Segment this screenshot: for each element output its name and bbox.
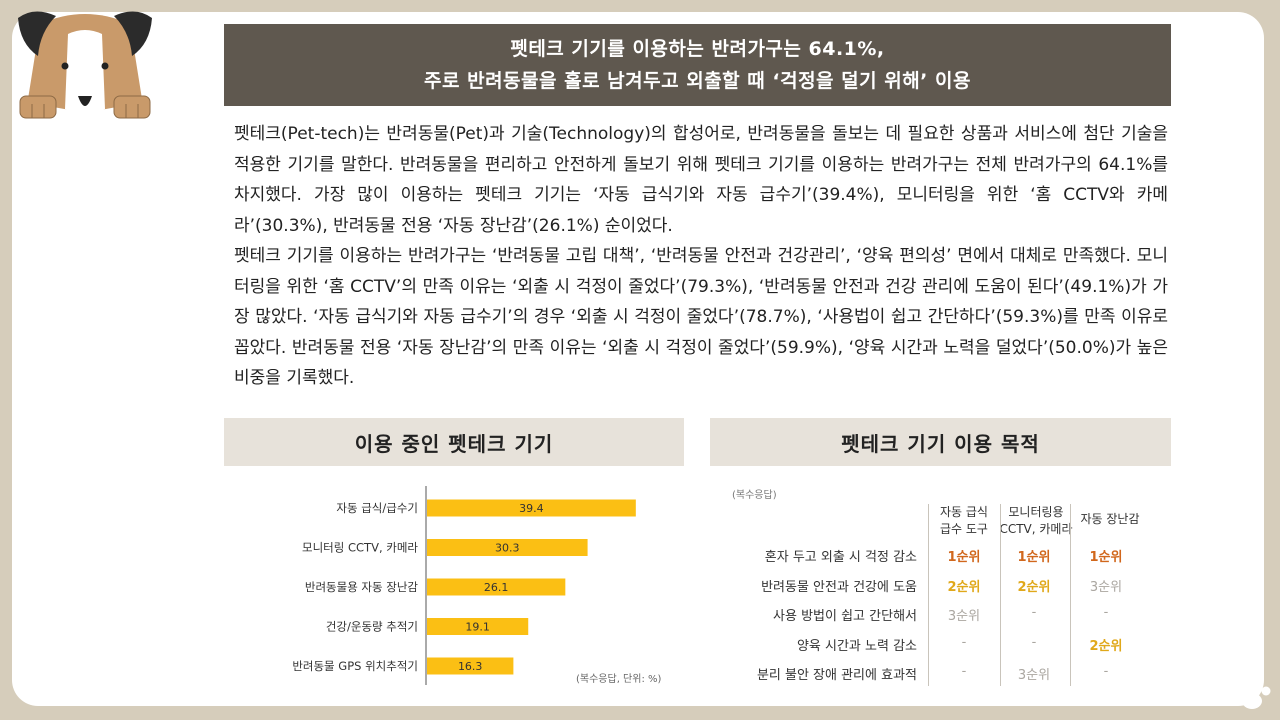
value-label: 30.3 [495, 542, 520, 555]
rank-cell: 2순위 [1017, 579, 1051, 595]
section-title-devices: 이용 중인 펫테크 기기 [224, 418, 684, 466]
rank-cell: 1순위 [1017, 550, 1051, 565]
bar [427, 578, 566, 596]
content-card [12, 12, 1264, 706]
purpose-row-label: 분리 불안 장애 관리에 효과적 [756, 668, 917, 683]
value-label: 26.1 [484, 581, 509, 594]
category-label: 반려동물 GPS 위치추적기 [292, 659, 418, 673]
rank-cell: - [1103, 664, 1109, 679]
dog-mascot-icon [18, 11, 152, 119]
paw-print-icon [1235, 676, 1271, 709]
rank-cell: 1순위 [947, 550, 981, 565]
bar-chart-svg: 자동 급식/급수기 39.4 모니터링 CCTV, 카메라 30.3 반려동물용 자동 … [292, 486, 636, 685]
col-head-feeder: 자동 급식 급수 도구 [928, 504, 1000, 538]
col-head-cctv: 모니터링용 CCTV, 카메라 [998, 504, 1074, 538]
value-label: 39.4 [519, 502, 544, 515]
rank-cell: 1순위 [1089, 550, 1123, 565]
col-head-toy-line1: 자동 장난감 [1080, 512, 1140, 526]
value-label: 19.1 [465, 621, 490, 634]
rank-cell: - [1031, 605, 1037, 620]
bar [427, 657, 514, 675]
rank-cell: 3순위 [1017, 668, 1051, 683]
purpose-row-label: 혼자 두고 외출 시 걱정 감소 [764, 550, 917, 565]
purpose-table: (복수응답) 자동 급식 급수 도구 모니터링용 CCTV, 카메라 자동 장난… [710, 478, 1171, 698]
value-label: 16.3 [458, 660, 483, 673]
paragraph-1: 펫테크(Pet-tech)는 반려동물(Pet)과 기술(Technology)… [234, 124, 1168, 236]
headline-line-1: 펫테크 기기를 이용하는 반려가구는 64.1%, [510, 38, 885, 60]
chart-note: (복수응답, 단위: %) [576, 674, 662, 685]
column-divider [928, 504, 929, 686]
rank-cell: 2순위 [947, 579, 981, 595]
column-divider [1000, 504, 1001, 686]
category-label: 건강/운동량 추적기 [326, 620, 418, 634]
table-note: (복수응답) [732, 490, 777, 501]
col-head-cctv-line2: CCTV, 카메라 [999, 522, 1073, 536]
bar [427, 618, 529, 635]
col-head-cctv-line1: 모니터링용 [1008, 505, 1064, 519]
purpose-row-label: 양육 시간과 노력 감소 [796, 638, 917, 654]
purpose-row-label: 반려동물 안전과 건강에 도움 [761, 579, 917, 595]
headline-line-2: 주로 반려동물을 홀로 남겨두고 외출할 때 ‘걱정을 덜기 위해’ 이용 [424, 70, 971, 92]
category-label: 모니터링 CCTV, 카메라 [302, 541, 418, 555]
col-head-feeder-line2: 급수 도구 [940, 522, 988, 536]
rank-cell: - [1031, 634, 1037, 650]
col-head-feeder-line1: 자동 급식 [940, 505, 988, 519]
body-text: 펫테크(Pet-tech)는 반려동물(Pet)과 기술(Technology)… [234, 119, 1168, 394]
column-divider [1070, 504, 1071, 686]
headline-banner: 펫테크 기기를 이용하는 반려가구는 64.1%, 주로 반려동물을 홀로 남겨… [224, 24, 1171, 106]
rank-cell: 3순위 [1089, 579, 1123, 595]
paragraph-2: 펫테크 기기를 이용하는 반려가구는 ‘반려동물 고립 대책’, ‘반려동물 안… [234, 246, 1168, 388]
col-head-toy: 자동 장난감 [1070, 511, 1150, 528]
bar [427, 499, 636, 517]
rank-cell: - [961, 664, 967, 679]
rank-cell: - [1103, 605, 1109, 620]
rank-cell: - [961, 634, 967, 650]
category-label: 자동 급식/급수기 [336, 501, 418, 515]
rank-cell: 2순위 [1089, 638, 1123, 654]
devices-bar-chart: 자동 급식/급수기 39.4 모니터링 CCTV, 카메라 30.3 반려동물용 자동 … [224, 480, 684, 695]
bar [427, 539, 588, 556]
rank-cell: 3순위 [947, 609, 981, 624]
purpose-row-label: 사용 방법이 쉽고 간단해서 [773, 609, 917, 624]
category-label: 반려동물용 자동 장난감 [305, 580, 419, 594]
section-title-purpose: 펫테크 기기 이용 목적 [710, 418, 1171, 466]
